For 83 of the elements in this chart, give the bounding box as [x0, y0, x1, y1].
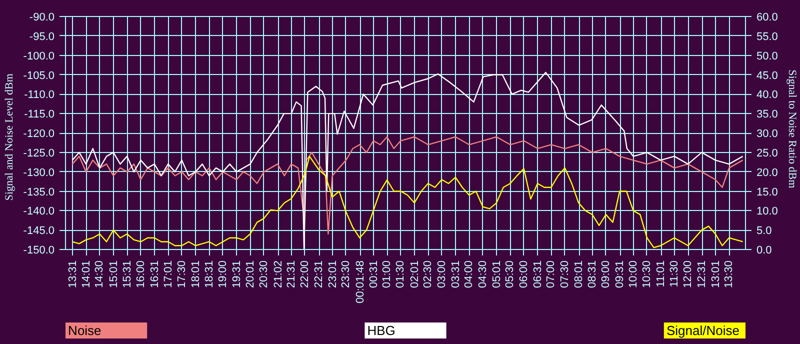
x-tick-label: 15:01: [108, 260, 120, 288]
x-tick-label: 20:30: [258, 260, 270, 288]
x-tick-label: 11:01: [655, 260, 668, 288]
line-series: [72, 72, 744, 250]
x-tick-label: 01:30: [394, 260, 407, 288]
text: HBG: [367, 323, 396, 338]
y-axis-title: Signal and Noise Level dBm: [3, 73, 16, 201]
y2-tick-label: 20.0: [756, 166, 778, 179]
y2-tick-label: 25.0: [756, 147, 778, 160]
x-tick-label: 12:31: [696, 260, 708, 288]
line-series: [72, 156, 744, 248]
y-tick-label: -120.0: [23, 128, 55, 140]
x-tick-label: 05:30: [504, 260, 516, 288]
x-tick-label: 13:30: [723, 260, 736, 288]
y2-tick-label: 45.0: [756, 70, 778, 82]
y2-tick-label: 10.0: [756, 206, 778, 218]
y2-tick-label: 50.0: [756, 50, 778, 62]
x-tick-label: 23:01: [326, 260, 339, 288]
x-tick-label: 21:02: [272, 260, 284, 288]
x-tick-label: 03:31: [450, 260, 462, 288]
x-tick-label: 07:00: [545, 260, 558, 288]
x-tick-label: 10:00: [627, 260, 640, 288]
x-tick-label: 12:00: [682, 260, 694, 288]
y-tick-label: -130.0: [23, 166, 55, 179]
y2-axis-title: Signal to Noise Ratio dBm: [786, 70, 798, 189]
y-tick-label: -90.0: [29, 12, 55, 24]
y2-tick-label: 55.0: [756, 30, 778, 43]
text: Noise: [68, 323, 102, 338]
x-tick-label: 16:31: [148, 260, 161, 288]
x-tick-label: 14:01: [80, 260, 92, 288]
x-tick-label: 04:30: [476, 260, 489, 288]
y2-tick-label: 60.0: [756, 12, 778, 24]
y-tick-label: -100.0: [23, 50, 55, 62]
y-tick-label: -95.0: [29, 30, 55, 43]
y2-tick-label: 5.0: [756, 225, 772, 238]
x-tick-label: 19:31: [230, 260, 243, 288]
x-tick-label: 14:30: [94, 260, 106, 288]
y-tick-label: -105.0: [23, 70, 55, 82]
x-tick-label: 03:00: [436, 260, 448, 288]
x-tick-label: 08:01: [573, 260, 586, 288]
x-tick-label: 22:31: [313, 260, 326, 288]
x-tick-label: 09:31: [614, 260, 626, 288]
x-tick-label: 13:01: [710, 260, 722, 288]
x-tick-label: 21:31: [286, 260, 298, 288]
y2-tick-label: 40.0: [756, 89, 778, 102]
x-tick-label: 20:01: [244, 260, 257, 288]
x-tick-label: 00:01:48: [354, 260, 366, 304]
x-tick-label: 13:31: [66, 260, 79, 288]
x-tick-label: 18:01: [190, 260, 202, 288]
x-tick-label: 02:30: [422, 260, 434, 288]
text: Signal/Noise: [666, 323, 740, 338]
x-tick-label: 08:31: [586, 260, 599, 288]
x-tick-label: 16:00: [134, 260, 147, 288]
x-tick-label: 18:31: [204, 260, 216, 288]
x-tick-label: 17:30: [176, 260, 188, 288]
x-tick-label: 19:00: [216, 260, 229, 288]
x-tick-label: 01:00: [381, 260, 394, 288]
y-tick-label: -110.0: [24, 89, 54, 102]
x-tick-label: 06:31: [532, 260, 544, 288]
x-tick-label: 09:00: [600, 260, 612, 288]
y-tick-label: -140.0: [23, 206, 55, 218]
x-tick-label: 23:30: [340, 260, 352, 288]
x-tick-label: 00:31: [368, 260, 380, 288]
x-tick-label: 22:00: [298, 260, 311, 288]
y-tick-label: -145.0: [23, 225, 55, 238]
x-tick-label: 17:01: [162, 260, 175, 288]
y-tick-label: -125.0: [23, 147, 55, 160]
x-tick-label: 02:01: [408, 260, 421, 288]
x-tick-label: 11:30: [668, 260, 680, 288]
y-tick-label: -135.0: [23, 186, 55, 198]
x-tick-label: 15:31: [122, 260, 134, 288]
y2-tick-label: 30.0: [756, 128, 778, 140]
y2-tick-label: 15.0: [756, 186, 778, 198]
y-tick-label: -115.0: [24, 108, 54, 121]
y-tick-label: -150.0: [23, 244, 55, 256]
x-tick-label: 07:30: [558, 260, 571, 288]
y2-tick-label: 0.0: [756, 244, 772, 256]
x-tick-label: 10:30: [640, 260, 653, 288]
x-tick-label: 04:00: [463, 260, 476, 288]
x-tick-label: 06:00: [518, 260, 530, 288]
y2-tick-label: 35.0: [756, 108, 778, 121]
x-tick-label: 05:01: [490, 260, 503, 288]
line-series: [72, 136, 744, 235]
